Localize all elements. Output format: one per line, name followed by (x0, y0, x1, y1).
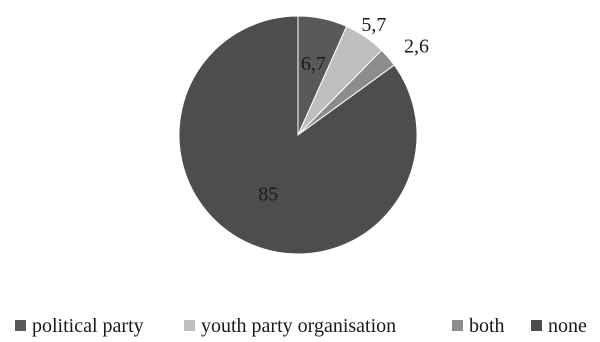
pie-slices (178, 15, 418, 255)
legend-item-none: none (531, 314, 587, 338)
data-label-youth-party-organisation: 5,7 (361, 14, 386, 36)
legend-item-political-party: political party (15, 314, 144, 338)
legend-item-youth-party-organisation: youth party organisation (184, 314, 396, 338)
legend-label: youth party organisation (201, 315, 397, 337)
data-label-both: 2,6 (404, 35, 429, 57)
legend-swatch (184, 320, 195, 331)
legend-label: political party (32, 315, 144, 337)
data-label-none: 85 (258, 183, 278, 205)
data-label-political-party: 6,7 (301, 53, 326, 75)
pie-slice-none (178, 15, 418, 255)
pie-data-labels: 6,7 5,7 2,6 85 (258, 14, 429, 205)
legend-item-both: both (452, 314, 505, 338)
legend-swatch (452, 320, 463, 331)
legend-swatch (15, 320, 26, 331)
legend-swatch (531, 320, 542, 331)
legend-label: both (469, 315, 505, 337)
legend-label: none (548, 315, 587, 337)
